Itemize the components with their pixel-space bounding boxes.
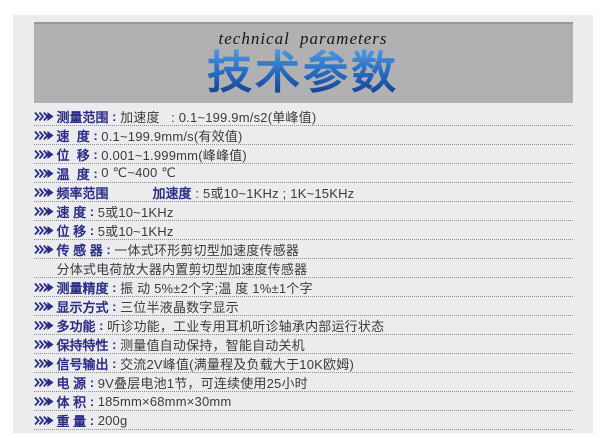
spec-row: 体 积 : 185mm×68mm×30mm: [33, 392, 573, 411]
spec-row: 信号输出 : 交流2V峰值(满量程及负载大于10K欧姆): [33, 354, 573, 373]
spec-colon: :: [86, 393, 98, 409]
fast-forward-chevrons-icon: [33, 415, 57, 425]
header-subtitle-en: technical parameters: [218, 29, 388, 48]
spec-row: 显示方式 : 三位半液晶数字显示: [33, 297, 573, 316]
spec-row: 位 移 : 5或10~1KHz: [33, 221, 573, 240]
spec-colon: :: [108, 336, 121, 352]
spec-colon: :: [89, 146, 102, 162]
fast-forward-chevrons-icon: [33, 168, 57, 178]
spec-row: 电 源 : 9V叠层电池1节，可连续使用25小时: [33, 373, 573, 392]
spec-colon: :: [108, 279, 121, 295]
spec-value: 分体式电荷放大器内置剪切型加速度传感器: [56, 261, 308, 277]
fast-forward-chevrons-icon: [33, 149, 57, 159]
fast-forward-chevrons-icon: [33, 377, 57, 387]
spec-value: 5或10~1KHz: [97, 204, 174, 220]
fast-forward-chevrons-icon: [33, 358, 57, 368]
spec-row: 重 量 : 200g: [33, 411, 573, 430]
spec-label: 重 量: [56, 413, 87, 429]
fast-forward-chevrons-icon: [33, 282, 57, 292]
spec-row: 分体式电荷放大器内置剪切型加速度传感器: [33, 259, 573, 278]
spec-sublabel: 加速度: [152, 185, 192, 201]
spec-label: 测量范围: [56, 109, 109, 125]
spec-colon: :: [86, 412, 98, 428]
spec-value: 0.1~199.9mm/s(有效值): [101, 128, 243, 144]
spec-label: 多功能: [56, 318, 96, 334]
spec-value: 185mm×68mm×30mm: [97, 393, 232, 409]
spec-colon: :: [89, 127, 102, 143]
spec-label: 测量精度: [56, 280, 109, 296]
spec-row: 速 度 : 5或10~1KHz: [33, 202, 573, 221]
spec-label: 位 移: [56, 147, 90, 163]
spec-rows: 测量范围 : 加速度 : 0.1~199.9m/s2(单峰值) 速 度 : 0.…: [33, 107, 573, 430]
fast-forward-chevrons-icon: [33, 206, 57, 216]
spec-value: : 5或10~1KHz ; 1K~15KHz: [191, 185, 355, 201]
spec-value: 振 动 5%±2个字;温 度 1%±1个字: [120, 280, 313, 296]
spec-row: 频率范围 加速度 : 5或10~1KHz ; 1K~15KHz: [33, 183, 573, 202]
fast-forward-chevrons-icon: [33, 111, 57, 121]
fast-forward-chevrons-icon: [33, 396, 57, 406]
spec-row: 位 移 : 0.001~1.999mm(峰峰值): [33, 145, 573, 164]
spec-value: 听诊功能，工业专用耳机听诊轴承内部运行状态: [107, 318, 385, 334]
fast-forward-chevrons-icon: [33, 339, 57, 349]
spec-row: 测量精度 : 振 动 5%±2个字;温 度 1%±1个字: [33, 278, 573, 297]
spec-colon: :: [102, 241, 115, 257]
spec-value: 测量值自动保持，智能自动关机: [120, 337, 305, 353]
spec-value: 加速度 : 0.1~199.9m/s2(单峰值): [120, 109, 317, 125]
header-banner: technical parameters 技术参数: [33, 22, 573, 103]
spec-value: 交流2V峰值(满量程及负载大于10K欧姆): [120, 356, 354, 372]
spec-value: 0 ℃~400 ℃: [101, 165, 177, 180]
spec-row: 传 感 器 : 一体式环形剪切型加速度传感器: [33, 240, 573, 259]
spec-colon: :: [95, 317, 108, 333]
page-title-text: 技术参数: [206, 47, 399, 98]
spec-label: 信号输出: [56, 356, 109, 372]
spec-colon: :: [86, 222, 98, 238]
spec-label: 保持特性: [56, 337, 109, 353]
spec-row: 温 度 : 0 ℃~400 ℃: [33, 164, 573, 183]
spec-label: 电 源: [56, 375, 87, 391]
spec-label: 位 移: [56, 223, 87, 239]
fast-forward-chevrons-icon: [33, 320, 57, 330]
spec-value: 5或10~1KHz: [97, 223, 174, 239]
fast-forward-chevrons-icon: [33, 301, 57, 311]
spec-label: 温 度: [56, 166, 90, 182]
fast-forward-chevrons-icon: [33, 130, 57, 140]
spec-label: 频率范围: [56, 185, 109, 201]
spec-value: 9V叠层电池1节，可连续使用25小时: [97, 375, 308, 391]
fast-forward-chevrons-icon: [33, 187, 57, 197]
spec-label: 速 度: [56, 204, 87, 220]
fast-forward-chevrons-icon: [33, 244, 57, 254]
spec-colon: :: [108, 298, 121, 314]
spec-row: 速 度 : 0.1~199.9mm/s(有效值): [33, 126, 573, 145]
page-title: 技术参数: [34, 47, 573, 98]
spec-colon: :: [86, 374, 98, 390]
spec-label: 传 感 器: [56, 242, 103, 258]
spec-colon: :: [86, 203, 98, 219]
spec-colon: :: [108, 355, 121, 371]
spec-row: 保持特性 : 测量值自动保持，智能自动关机: [33, 335, 573, 354]
spec-colon: :: [108, 108, 121, 124]
spec-label: 速 度: [56, 128, 90, 144]
spec-label: 体 积: [56, 394, 87, 410]
spec-value: 一体式环形剪切型加速度传感器: [114, 242, 300, 258]
spec-row: 多功能 : 听诊功能，工业专用耳机听诊轴承内部运行状态: [33, 316, 573, 335]
spec-value: 200g: [97, 412, 128, 428]
spec-panel: technical parameters 技术参数 测量范围 : 加速度 : 0…: [13, 15, 593, 433]
spec-label: 显示方式: [56, 299, 109, 315]
spec-value: 三位半液晶数字显示: [120, 299, 239, 315]
fast-forward-chevrons-icon: [33, 225, 57, 235]
spec-colon: :: [89, 165, 102, 181]
spec-row: 测量范围 : 加速度 : 0.1~199.9m/s2(单峰值): [33, 107, 573, 126]
spec-value: 0.001~1.999mm(峰峰值): [101, 147, 247, 163]
